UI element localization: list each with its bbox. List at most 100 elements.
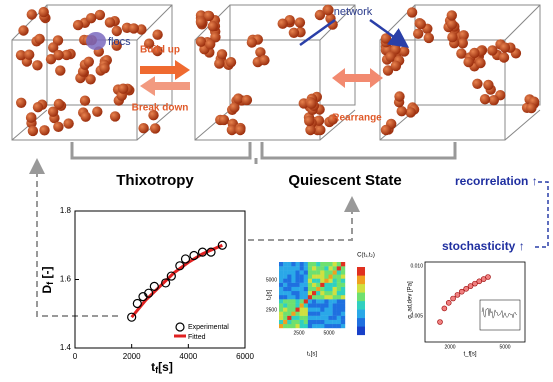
heat-cell — [333, 287, 337, 291]
heat-cell — [320, 316, 324, 320]
particle-cubes — [12, 5, 540, 140]
heat-cell — [283, 283, 287, 287]
particle — [196, 17, 206, 27]
particle — [55, 65, 65, 75]
particle — [39, 125, 49, 135]
heat-cell — [324, 279, 328, 283]
y-tick-label: 0.010 — [410, 263, 423, 269]
data-point — [451, 296, 456, 301]
heat-cell — [312, 266, 316, 270]
heat-cell — [300, 287, 304, 291]
heat-cell — [279, 299, 283, 303]
heat-cell — [312, 320, 316, 324]
heat-cell — [312, 316, 316, 320]
heat-cell — [283, 279, 287, 283]
particle — [84, 57, 94, 67]
data-point — [486, 275, 491, 280]
heat-cell — [291, 307, 295, 311]
heat-cell — [308, 324, 312, 328]
data-point — [133, 299, 141, 307]
heat-cell — [312, 287, 316, 291]
heat-cell — [279, 320, 283, 324]
heat-cell — [329, 324, 333, 328]
particle — [315, 125, 325, 135]
heat-cell — [312, 307, 316, 311]
heat-cell — [329, 316, 333, 320]
particle — [447, 10, 457, 20]
particle — [205, 39, 215, 49]
heat-cell — [329, 303, 333, 307]
heat-cell — [333, 295, 337, 299]
heat-cell — [324, 324, 328, 328]
particle — [138, 123, 148, 133]
heat-cell — [337, 295, 341, 299]
heat-cell — [291, 312, 295, 316]
heat-cell — [324, 316, 328, 320]
heat-cell — [279, 274, 283, 278]
heat-cell — [333, 274, 337, 278]
heat-cell — [341, 316, 345, 320]
heat-cell — [337, 299, 341, 303]
heat-cell — [279, 279, 283, 283]
data-point — [442, 306, 447, 311]
heat-cell — [287, 262, 291, 266]
heat-cell — [308, 274, 312, 278]
heat-cell — [300, 324, 304, 328]
heat-cell — [304, 299, 308, 303]
heat-cell — [296, 262, 300, 266]
heat-cell — [324, 283, 328, 287]
heat-cell — [341, 279, 345, 283]
particle — [80, 96, 90, 106]
heat-cell — [291, 299, 295, 303]
heat-cell — [296, 266, 300, 270]
heat-cell — [296, 283, 300, 287]
heat-cell — [341, 320, 345, 324]
heat-cell — [300, 266, 304, 270]
particle — [112, 26, 122, 36]
heat-cell — [320, 295, 324, 299]
heat-cell — [329, 312, 333, 316]
particle — [242, 95, 252, 105]
colorbar-cell — [357, 293, 365, 302]
heat-cell — [291, 283, 295, 287]
heatmap: C(t₁,t₂)t₂[s]t₁[s]2500500050002500 — [266, 253, 375, 358]
heat-cell — [279, 316, 283, 320]
heat-cell — [320, 266, 324, 270]
x-tick-label: 2500 — [293, 330, 304, 336]
heat-cell — [304, 324, 308, 328]
heat-cell — [324, 295, 328, 299]
heat-cell — [291, 324, 295, 328]
particle — [226, 57, 236, 67]
heat-cell — [320, 299, 324, 303]
legend-label: Experimental — [188, 324, 229, 331]
heat-cell — [324, 274, 328, 278]
particle — [235, 125, 245, 135]
heat-cell — [337, 291, 341, 295]
heat-cell — [308, 287, 312, 291]
heat-cell — [279, 283, 283, 287]
x-tick-label: 5000 — [323, 330, 334, 336]
particle — [416, 19, 426, 29]
heat-cell — [296, 287, 300, 291]
heat-cell — [291, 262, 295, 266]
heat-cell — [341, 303, 345, 307]
particle — [214, 58, 224, 68]
floc-highlight — [86, 32, 106, 50]
particle — [463, 57, 473, 67]
heat-cell — [337, 307, 341, 311]
heat-cell — [296, 270, 300, 274]
heat-cell — [329, 291, 333, 295]
colorbar-cell — [357, 267, 365, 276]
heat-cell — [300, 312, 304, 316]
particle — [33, 102, 43, 112]
heat-cell — [304, 312, 308, 316]
particle — [16, 98, 26, 108]
heat-cell — [333, 312, 337, 316]
heat-cell — [283, 291, 287, 295]
x-tick-label: 2000 — [444, 344, 455, 350]
heat-cell — [324, 303, 328, 307]
particle — [480, 94, 490, 104]
heat-cell — [283, 262, 287, 266]
y-tick-label: 0.005 — [410, 313, 423, 319]
heat-cell — [283, 274, 287, 278]
